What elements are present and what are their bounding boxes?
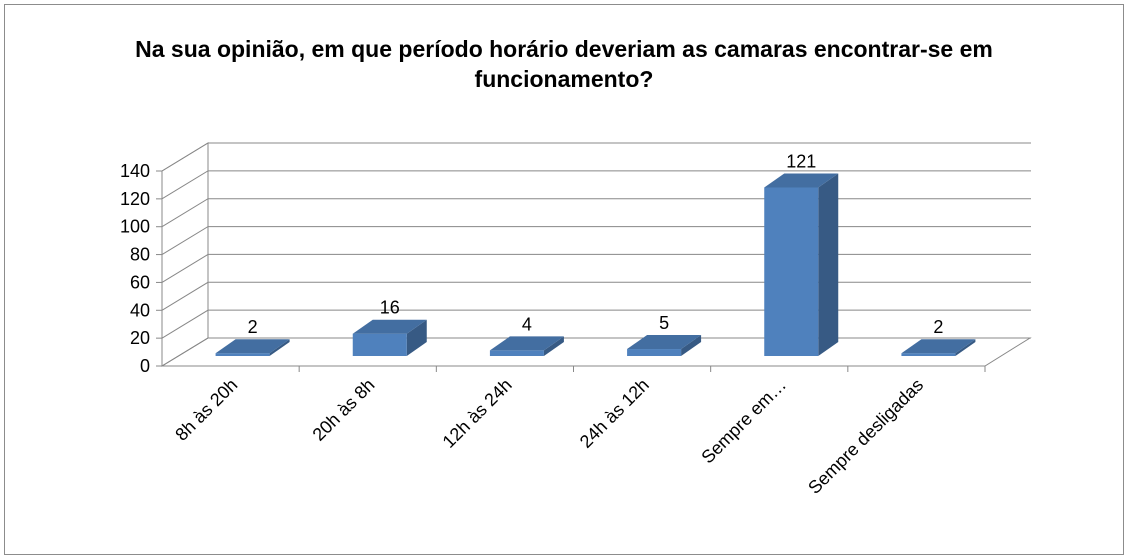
y-tick-label: 80 <box>130 245 150 265</box>
bar <box>352 333 407 356</box>
bar <box>901 353 956 356</box>
bar-top <box>627 335 702 350</box>
bar-side <box>818 173 839 356</box>
chart-border <box>4 4 1124 555</box>
data-label: 4 <box>522 314 532 334</box>
grid-line <box>161 170 1031 200</box>
y-tick-label: 100 <box>120 217 150 237</box>
grid-line <box>161 226 1031 255</box>
x-tick-label: 20h às 8h <box>309 375 379 445</box>
x-tick-label: 12h às 24h <box>439 375 516 452</box>
bar-top <box>352 319 427 334</box>
grid-line <box>161 309 1031 339</box>
data-label: 2 <box>933 317 943 337</box>
y-tick-label: 40 <box>130 300 150 320</box>
y-tick-label: 20 <box>130 328 150 348</box>
bar <box>764 187 819 356</box>
bar-top <box>764 173 839 188</box>
y-tick-label: 60 <box>130 272 150 292</box>
data-label: 121 <box>786 151 816 171</box>
y-tick-label: 140 <box>120 161 150 181</box>
bar <box>489 350 544 356</box>
data-label: 16 <box>380 298 400 318</box>
grid-line <box>161 142 1031 172</box>
x-tick-label: Sempre em… <box>697 375 790 468</box>
bar-side <box>269 339 290 356</box>
bar <box>215 353 270 356</box>
y-tick-label: 0 <box>140 356 150 376</box>
grid-line <box>161 198 1031 228</box>
x-tick-label: Sempre desligadas <box>804 375 927 498</box>
bar-top <box>215 339 290 354</box>
bar-side <box>543 336 564 356</box>
grid-line <box>161 337 1031 367</box>
data-label: 5 <box>659 313 669 333</box>
x-tick-label: 8h às 20h <box>171 375 241 445</box>
bar <box>627 349 682 356</box>
bar-top <box>489 336 564 351</box>
y-tick-label: 120 <box>120 189 150 209</box>
bar-side <box>955 339 976 356</box>
bar-side <box>406 319 427 356</box>
grid-line <box>161 253 1031 283</box>
x-tick-label: 24h às 12h <box>576 375 653 452</box>
data-label: 2 <box>248 317 258 337</box>
left-wall <box>161 142 209 367</box>
chart-title: Na sua opinião, em que período horário d… <box>135 36 993 92</box>
floor <box>160 337 1032 367</box>
bar-top <box>901 339 976 354</box>
grid-line <box>161 281 1031 311</box>
bar-side <box>681 335 702 356</box>
